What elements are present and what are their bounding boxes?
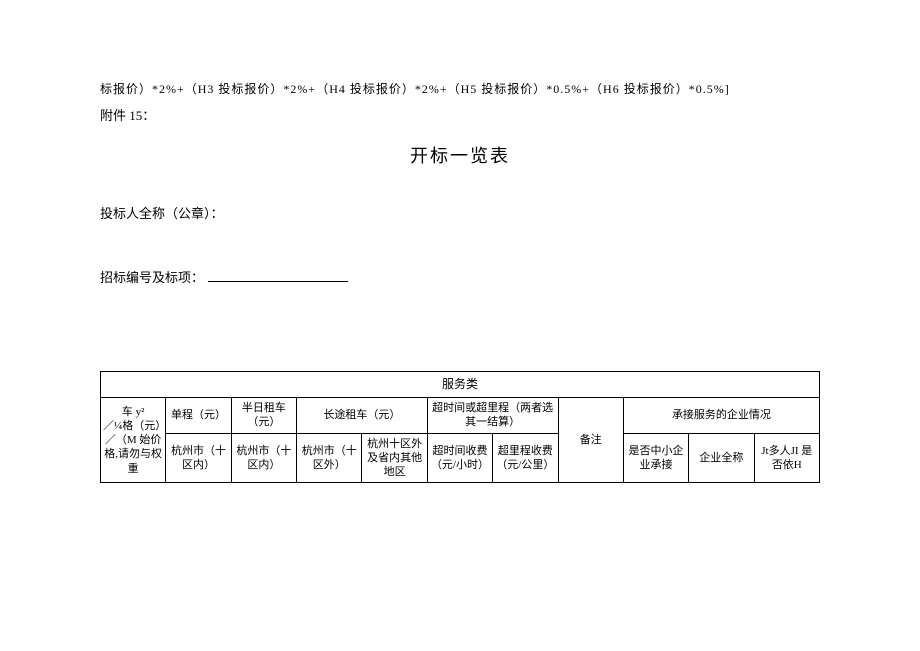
sme-sub: 是否中小企业承接 xyxy=(623,433,688,483)
hz-in-sub: 杭州市（十区内） xyxy=(166,433,231,483)
bid-number-underline xyxy=(208,281,348,282)
single-trip-header: 单程（元） xyxy=(166,398,231,434)
overtime-fee-sub: 超时间收费（元/小时） xyxy=(427,433,492,483)
hz-other-sub: 杭州十区外及省内其他地区 xyxy=(362,433,427,483)
overkm-fee-sub: 超里程收费（元/公里） xyxy=(493,433,558,483)
hz-in2-sub: 杭州市（十区内） xyxy=(231,433,296,483)
entname-sub: 企业全称 xyxy=(689,433,754,483)
other-sub: Jt多人JI 是否依H xyxy=(754,433,819,483)
long-distance-header: 长途租车（元） xyxy=(297,398,428,434)
overtime-header: 超时间或超里程（两者选其一结算） xyxy=(427,398,558,434)
formula-text: 标报价）*2%+（H3 投标报价）*2%+（H4 投标报价）*2%+（H5 投标… xyxy=(100,80,820,97)
enterprise-header: 承接服务的企业情况 xyxy=(623,398,819,434)
attachment-label: 附件 15： xyxy=(100,105,820,124)
half-day-header: 半日租车（元） xyxy=(231,398,296,434)
remark-header: 备注 xyxy=(558,398,623,483)
hz-out-sub: 杭州市（十区外） xyxy=(297,433,362,483)
vehicle-type-header: 车 y² ／¼格（元） ／（M 始价格,请勿与权重 xyxy=(101,398,166,483)
category-header: 服务类 xyxy=(101,372,820,398)
bid-table: 服务类 车 y² ／¼格（元） ／（M 始价格,请勿与权重 单程（元） 半日租车… xyxy=(100,371,820,483)
bidder-label: 投标人全称（公章）： xyxy=(100,206,224,221)
bid-number-label: 招标编号及标项： xyxy=(100,270,204,285)
bid-number-field: 招标编号及标项： xyxy=(100,267,820,286)
document-title: 开标一览表 xyxy=(100,142,820,168)
bidder-field: 投标人全称（公章）： xyxy=(100,203,820,222)
